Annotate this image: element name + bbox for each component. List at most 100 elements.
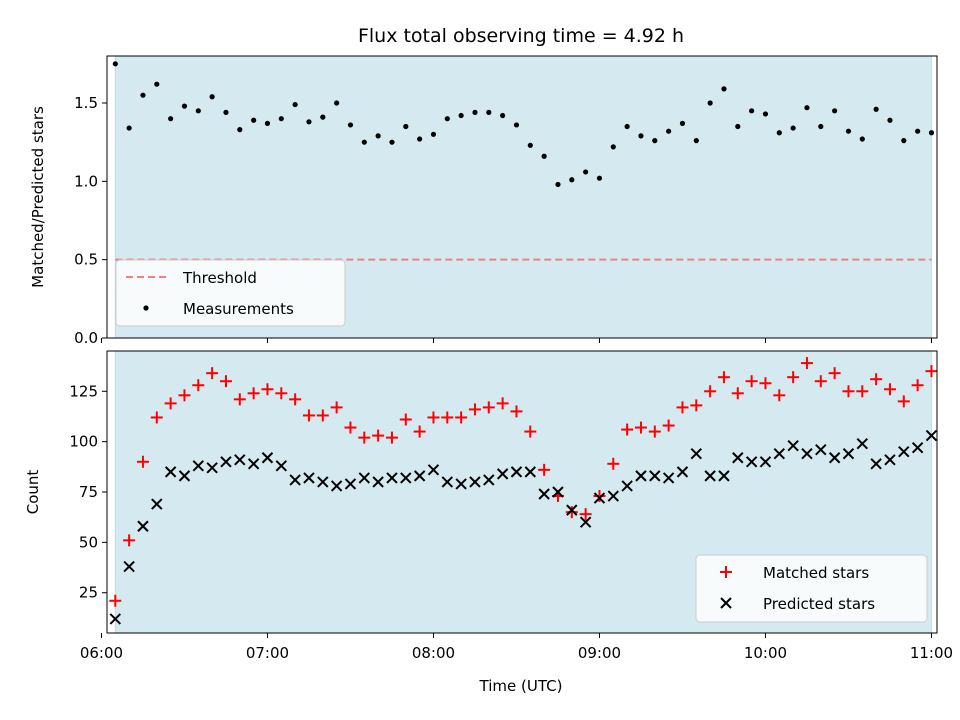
matched-star-marker: [731, 387, 744, 400]
measurement-point: [112, 61, 118, 67]
predicted-star-marker: [884, 454, 896, 466]
predicted-star-marker: [109, 613, 122, 625]
predicted-star-marker: [469, 476, 481, 488]
predicted-star-marker: [178, 470, 191, 482]
measurement-point: [237, 127, 243, 133]
x-tick-label: 06:00: [80, 644, 123, 662]
measurement-point: [513, 122, 520, 128]
matched-star-marker: [441, 411, 454, 424]
predicted-star-marker: [925, 429, 938, 442]
predicted-star-marker: [151, 498, 163, 510]
matched-star-marker: [773, 389, 786, 402]
predicted-star-marker: [911, 441, 924, 454]
measurement-point: [126, 125, 132, 131]
predicted-star-marker: [898, 446, 910, 458]
measurement-point: [583, 169, 589, 175]
measurement-point: [292, 101, 298, 108]
measurement-point: [527, 142, 533, 148]
predicted-star-marker: [815, 443, 827, 456]
matched-star-marker: [607, 457, 620, 470]
measurement-point: [500, 112, 506, 119]
measurement-point: [804, 105, 810, 111]
matched-star-marker: [759, 377, 772, 390]
top-y-axis: 0.0 0.5 1.0 1.5: [74, 94, 107, 347]
predicted-star-marker: [330, 480, 343, 492]
x-tick-label: 09:00: [578, 644, 621, 662]
predicted-star-marker: [192, 460, 205, 472]
predicted-star-marker: [759, 456, 772, 468]
measurement-point: [818, 123, 824, 130]
measurement-point: [887, 117, 893, 123]
predicted-star-marker: [344, 478, 357, 490]
measurement-point: [403, 123, 409, 130]
measurement-point: [666, 128, 672, 134]
predicted-stars-points: [109, 429, 938, 625]
x-tick-label: 08:00: [412, 644, 455, 662]
measurement-point: [458, 112, 464, 119]
measurement-point: [209, 94, 215, 100]
matched-star-marker: [676, 401, 689, 414]
matched-star-marker: [856, 385, 869, 398]
matched-star-marker: [302, 409, 315, 422]
measurement-point: [168, 116, 174, 122]
matched-star-marker: [413, 425, 426, 438]
bottom-y-tick-label: 125: [69, 382, 98, 400]
measurement-legend-label: Measurements: [183, 300, 294, 318]
top-x-axis-ticks: [100, 338, 932, 343]
measurement-point: [735, 123, 741, 130]
measurement-point: [776, 130, 782, 136]
measurement-point: [915, 128, 921, 134]
matched-star-marker: [109, 594, 122, 607]
predicted-star-marker: [704, 470, 716, 482]
matched-star-marker: [316, 409, 329, 422]
predicted-star-marker: [773, 448, 786, 460]
predicted-star-marker: [510, 466, 523, 478]
top-legend: Threshold Measurements: [115, 259, 346, 327]
measurement-legend-swatch: [143, 305, 149, 311]
top-y-tick-label: 0.0: [74, 329, 98, 347]
measurement-point: [555, 181, 561, 188]
predicted-star-marker: [579, 516, 592, 528]
matched-star-marker: [814, 375, 827, 388]
bottom-legend-box: [695, 554, 928, 623]
measurement-point: [361, 139, 367, 145]
predicted-star-marker: [842, 448, 855, 460]
matched-star-marker: [275, 387, 288, 400]
bottom-y-tick-label: 50: [79, 533, 98, 551]
matched-star-marker: [330, 401, 343, 414]
matched-star-marker: [662, 419, 675, 432]
predicted-star-marker: [870, 458, 882, 470]
matched-star-marker: [427, 411, 440, 424]
predicted-star-marker: [275, 460, 288, 472]
matched-star-marker: [565, 506, 578, 519]
measurement-point: [749, 108, 755, 114]
predicted-star-marker: [261, 452, 274, 464]
bottom-y-tick-label: 75: [79, 483, 98, 501]
matched-star-marker: [704, 385, 717, 398]
predicted-legend-label: Predicted stars: [763, 595, 875, 613]
matched-star-marker: [233, 393, 246, 406]
matched-star-marker: [136, 455, 149, 468]
measurement-point: [832, 108, 838, 114]
predicted-star-marker: [247, 458, 260, 470]
measurement-point: [430, 131, 437, 137]
matched-star-marker: [579, 508, 592, 521]
predicted-star-marker: [718, 470, 730, 482]
predicted-star-marker: [593, 492, 606, 504]
measurement-point: [486, 109, 492, 115]
measurement-point: [569, 177, 575, 183]
matched-star-marker: [897, 395, 910, 408]
predicted-star-marker: [386, 472, 398, 484]
measurement-point: [762, 111, 769, 117]
measurement-point: [652, 138, 658, 144]
measurement-point: [334, 100, 340, 106]
matched-star-marker: [634, 421, 647, 434]
measurement-point: [859, 136, 865, 142]
predicted-star-marker: [552, 486, 564, 498]
matched-star-marker: [621, 423, 634, 436]
predicted-star-marker: [455, 478, 467, 490]
matched-star-marker: [385, 431, 398, 444]
matched-star-marker: [800, 357, 813, 370]
measurement-point: [707, 100, 713, 106]
predicted-star-marker: [496, 468, 509, 480]
